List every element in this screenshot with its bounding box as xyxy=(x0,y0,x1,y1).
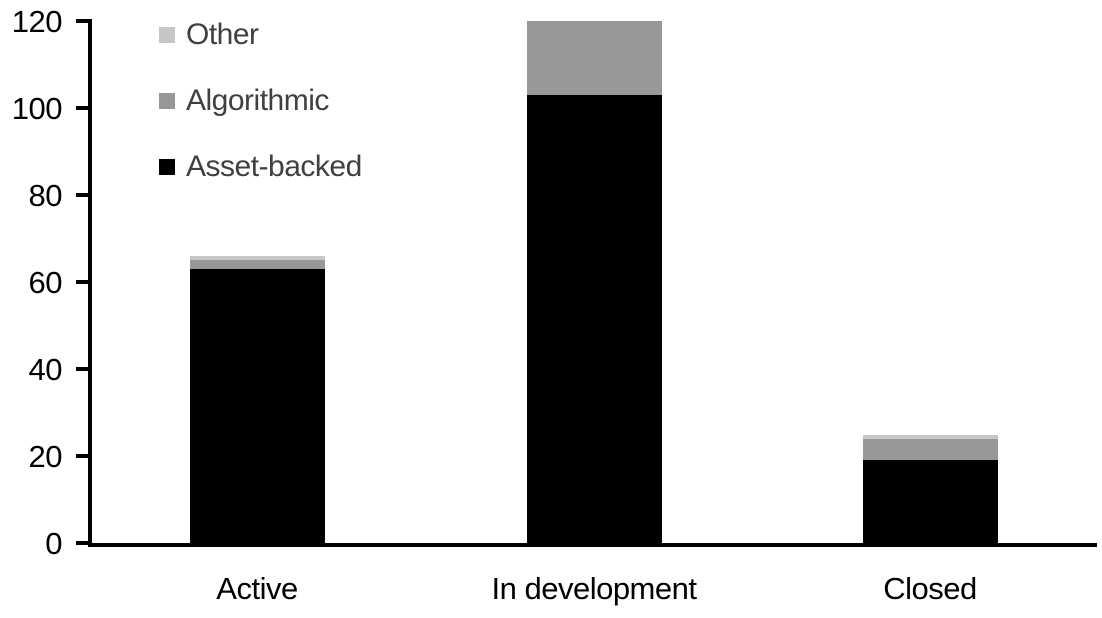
bar-segment-algorithmic xyxy=(863,438,998,460)
y-axis-line xyxy=(88,19,92,547)
y-tick-label: 60 xyxy=(28,265,63,300)
y-tick xyxy=(76,367,89,371)
bar-segment-other xyxy=(863,435,998,439)
bar-in-development xyxy=(527,21,662,543)
y-tick-label: 40 xyxy=(28,352,63,387)
y-tick-label: 80 xyxy=(28,178,63,213)
legend-swatch-icon xyxy=(159,159,175,175)
y-tick xyxy=(76,193,89,197)
legend-label: Algorithmic xyxy=(186,84,329,117)
y-tick xyxy=(76,19,89,23)
y-tick-label: 100 xyxy=(11,91,63,126)
category-label-in-development: In development xyxy=(491,571,697,606)
y-tick-label: 120 xyxy=(11,4,63,39)
legend-label: Other xyxy=(186,18,259,51)
bar-segment-asset-backed xyxy=(190,269,325,543)
y-tick xyxy=(76,106,89,110)
bar-segment-other xyxy=(190,256,325,260)
bar-segment-algorithmic xyxy=(190,260,325,269)
legend-swatch-icon xyxy=(159,27,175,43)
y-tick-label: 20 xyxy=(28,439,63,474)
legend-label: Asset-backed xyxy=(186,150,362,183)
category-label-active: Active xyxy=(216,571,298,606)
bar-segment-algorithmic xyxy=(527,21,662,95)
legend-item-asset-backed: Asset-backed xyxy=(159,152,362,182)
category-label-closed: Closed xyxy=(883,571,977,606)
bar-segment-asset-backed xyxy=(863,460,998,543)
bar-active xyxy=(190,21,325,543)
y-tick xyxy=(76,280,89,284)
y-tick-label: 0 xyxy=(45,526,62,561)
x-axis-line xyxy=(88,543,1097,547)
bar-closed xyxy=(863,21,998,543)
bar-segment-asset-backed xyxy=(527,95,662,543)
legend-item-other: Other xyxy=(159,20,362,50)
y-tick xyxy=(76,541,89,545)
y-tick xyxy=(76,454,89,458)
legend-swatch-icon xyxy=(159,93,175,109)
legend: Other Algorithmic Asset-backed xyxy=(159,20,362,223)
legend-item-algorithmic: Algorithmic xyxy=(159,86,362,116)
